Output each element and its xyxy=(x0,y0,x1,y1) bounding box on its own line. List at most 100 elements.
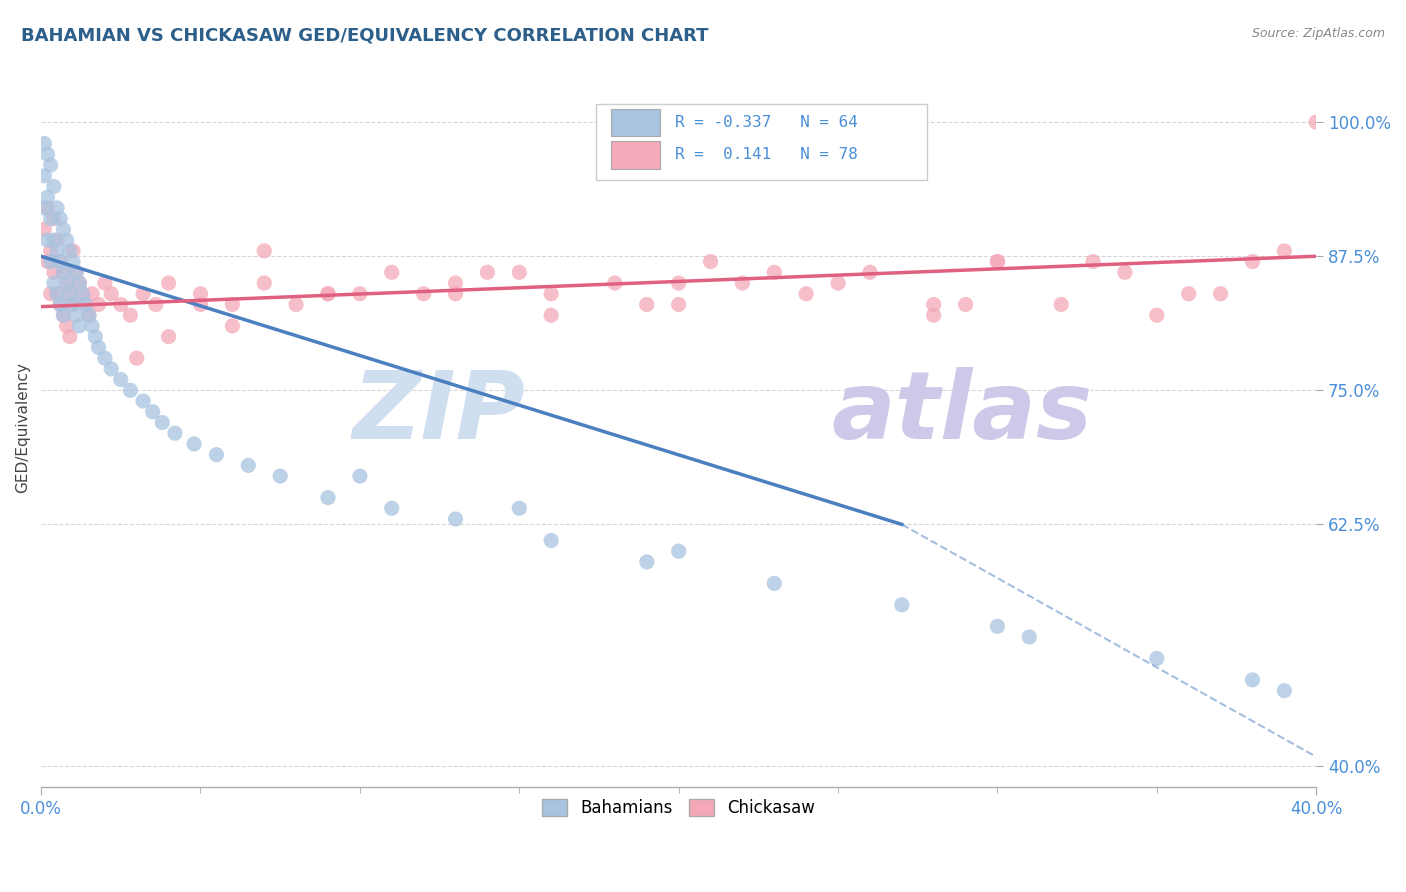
Point xyxy=(1018,630,1040,644)
Point xyxy=(381,265,404,279)
Point xyxy=(55,276,77,290)
Point xyxy=(37,190,59,204)
Point xyxy=(55,318,77,333)
Point xyxy=(42,276,65,290)
Point xyxy=(62,297,84,311)
Point xyxy=(145,297,167,311)
Point xyxy=(52,222,75,236)
Point xyxy=(110,373,132,387)
Point xyxy=(67,276,90,290)
Text: Source: ZipAtlas.com: Source: ZipAtlas.com xyxy=(1251,27,1385,40)
Point xyxy=(349,469,371,483)
Point xyxy=(132,394,155,409)
Point xyxy=(163,426,186,441)
Point xyxy=(49,211,72,226)
Point xyxy=(986,254,1008,268)
Point xyxy=(100,362,122,376)
Point xyxy=(1177,286,1199,301)
Point xyxy=(285,297,308,311)
Point xyxy=(636,555,658,569)
Point xyxy=(699,254,721,268)
Text: R = -0.337   N = 64: R = -0.337 N = 64 xyxy=(675,115,858,130)
Point xyxy=(1146,308,1168,322)
Point xyxy=(77,308,100,322)
Point xyxy=(986,619,1008,633)
Point xyxy=(34,222,56,236)
Point xyxy=(150,416,173,430)
Point xyxy=(253,244,276,258)
Point xyxy=(55,276,77,290)
Point xyxy=(72,286,94,301)
Point xyxy=(52,265,75,279)
Point xyxy=(39,286,62,301)
Point xyxy=(603,276,626,290)
Point xyxy=(540,286,562,301)
Text: atlas: atlas xyxy=(832,368,1092,459)
Point xyxy=(62,297,84,311)
Point xyxy=(62,254,84,268)
Point xyxy=(540,308,562,322)
Point xyxy=(49,254,72,268)
Point xyxy=(238,458,260,473)
Point xyxy=(157,276,180,290)
Point xyxy=(52,265,75,279)
Point xyxy=(221,318,243,333)
Point xyxy=(444,512,467,526)
Point xyxy=(1146,651,1168,665)
Point xyxy=(381,501,404,516)
Point xyxy=(94,276,117,290)
Point xyxy=(34,169,56,183)
Point xyxy=(59,329,82,343)
Point xyxy=(39,244,62,258)
Point xyxy=(190,297,212,311)
Point xyxy=(55,233,77,247)
Point xyxy=(49,297,72,311)
Point xyxy=(508,501,530,516)
Point xyxy=(1114,265,1136,279)
Point xyxy=(763,265,786,279)
Point xyxy=(205,448,228,462)
Point xyxy=(190,286,212,301)
Point xyxy=(922,308,945,322)
Bar xyxy=(612,141,659,169)
Point xyxy=(183,437,205,451)
Point xyxy=(508,265,530,279)
Point xyxy=(444,286,467,301)
Point xyxy=(94,351,117,365)
Point xyxy=(42,265,65,279)
Point xyxy=(82,286,104,301)
Point xyxy=(39,211,62,226)
Point xyxy=(1241,673,1264,687)
Point xyxy=(34,136,56,151)
Point xyxy=(65,265,87,279)
Point xyxy=(794,286,817,301)
Point xyxy=(42,179,65,194)
Point xyxy=(110,297,132,311)
Point xyxy=(46,286,69,301)
Point xyxy=(1050,297,1073,311)
Point xyxy=(221,297,243,311)
Point xyxy=(37,254,59,268)
Point xyxy=(37,201,59,215)
Point xyxy=(59,244,82,258)
Point xyxy=(269,469,291,483)
Point xyxy=(82,318,104,333)
Point xyxy=(59,286,82,301)
Point xyxy=(84,329,107,343)
Point xyxy=(46,201,69,215)
Point xyxy=(540,533,562,548)
Point xyxy=(39,254,62,268)
Point xyxy=(955,297,977,311)
Point xyxy=(49,297,72,311)
Point xyxy=(349,286,371,301)
Point xyxy=(859,265,882,279)
Point xyxy=(37,147,59,161)
Point xyxy=(52,308,75,322)
Point xyxy=(316,491,339,505)
Point xyxy=(316,286,339,301)
Point xyxy=(890,598,912,612)
Point xyxy=(1241,254,1264,268)
Point xyxy=(477,265,499,279)
Point xyxy=(65,308,87,322)
Point xyxy=(636,297,658,311)
